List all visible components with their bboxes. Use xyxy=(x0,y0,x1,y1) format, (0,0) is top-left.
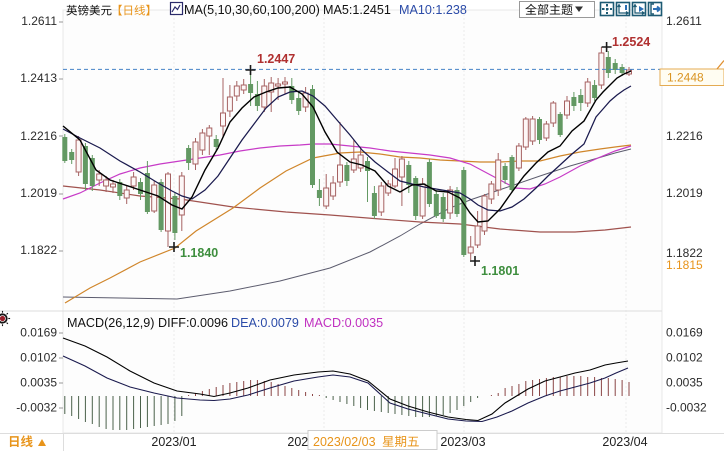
svg-text:DIFF:0.0096: DIFF:0.0096 xyxy=(158,316,228,330)
svg-text:-0.0032: -0.0032 xyxy=(16,401,57,415)
svg-text:DEA:0.0079: DEA:0.0079 xyxy=(231,316,299,330)
svg-text:2023/02/03: 2023/02/03 xyxy=(313,435,376,449)
svg-text:MA(5,10,30,60,100,200): MA(5,10,30,60,100,200) xyxy=(184,3,320,17)
svg-text:1.1822: 1.1822 xyxy=(666,246,703,260)
svg-text:1.1840: 1.1840 xyxy=(180,246,218,260)
svg-text:1.2216: 1.2216 xyxy=(20,129,57,143)
svg-text:1.2524: 1.2524 xyxy=(612,35,650,49)
svg-text:0.0035: 0.0035 xyxy=(20,376,57,390)
svg-text:0.0169: 0.0169 xyxy=(666,326,703,340)
svg-text:MACD:0.0035: MACD:0.0035 xyxy=(304,316,383,330)
svg-text:1.2611: 1.2611 xyxy=(21,14,57,28)
svg-text:2023/03: 2023/03 xyxy=(440,435,485,449)
svg-text:2023/04: 2023/04 xyxy=(602,435,647,449)
svg-text:0.0169: 0.0169 xyxy=(20,326,57,340)
svg-text:0.0102: 0.0102 xyxy=(20,351,57,365)
svg-text:2023/01: 2023/01 xyxy=(151,435,196,449)
svg-text:1.2447: 1.2447 xyxy=(257,52,295,66)
svg-text:1.2448: 1.2448 xyxy=(667,71,704,85)
svg-text:1.2216: 1.2216 xyxy=(666,129,703,143)
svg-text:0.0035: 0.0035 xyxy=(666,376,703,390)
svg-text:MA5:1.2451: MA5:1.2451 xyxy=(323,3,391,17)
svg-text:MA10:1.238: MA10:1.238 xyxy=(399,3,467,17)
svg-text:0.0102: 0.0102 xyxy=(666,351,703,365)
svg-text:1.1815: 1.1815 xyxy=(666,258,703,272)
svg-text:1.1822: 1.1822 xyxy=(20,243,57,257)
svg-text:1.1801: 1.1801 xyxy=(481,264,519,278)
svg-text:-0.0032: -0.0032 xyxy=(666,401,707,415)
svg-text:1.2019: 1.2019 xyxy=(20,186,57,200)
svg-text:1.2611: 1.2611 xyxy=(666,14,702,28)
svg-text:1.2413: 1.2413 xyxy=(20,71,57,85)
svg-text:MACD(26,12,9): MACD(26,12,9) xyxy=(67,316,155,330)
svg-text:1.2019: 1.2019 xyxy=(666,186,703,200)
